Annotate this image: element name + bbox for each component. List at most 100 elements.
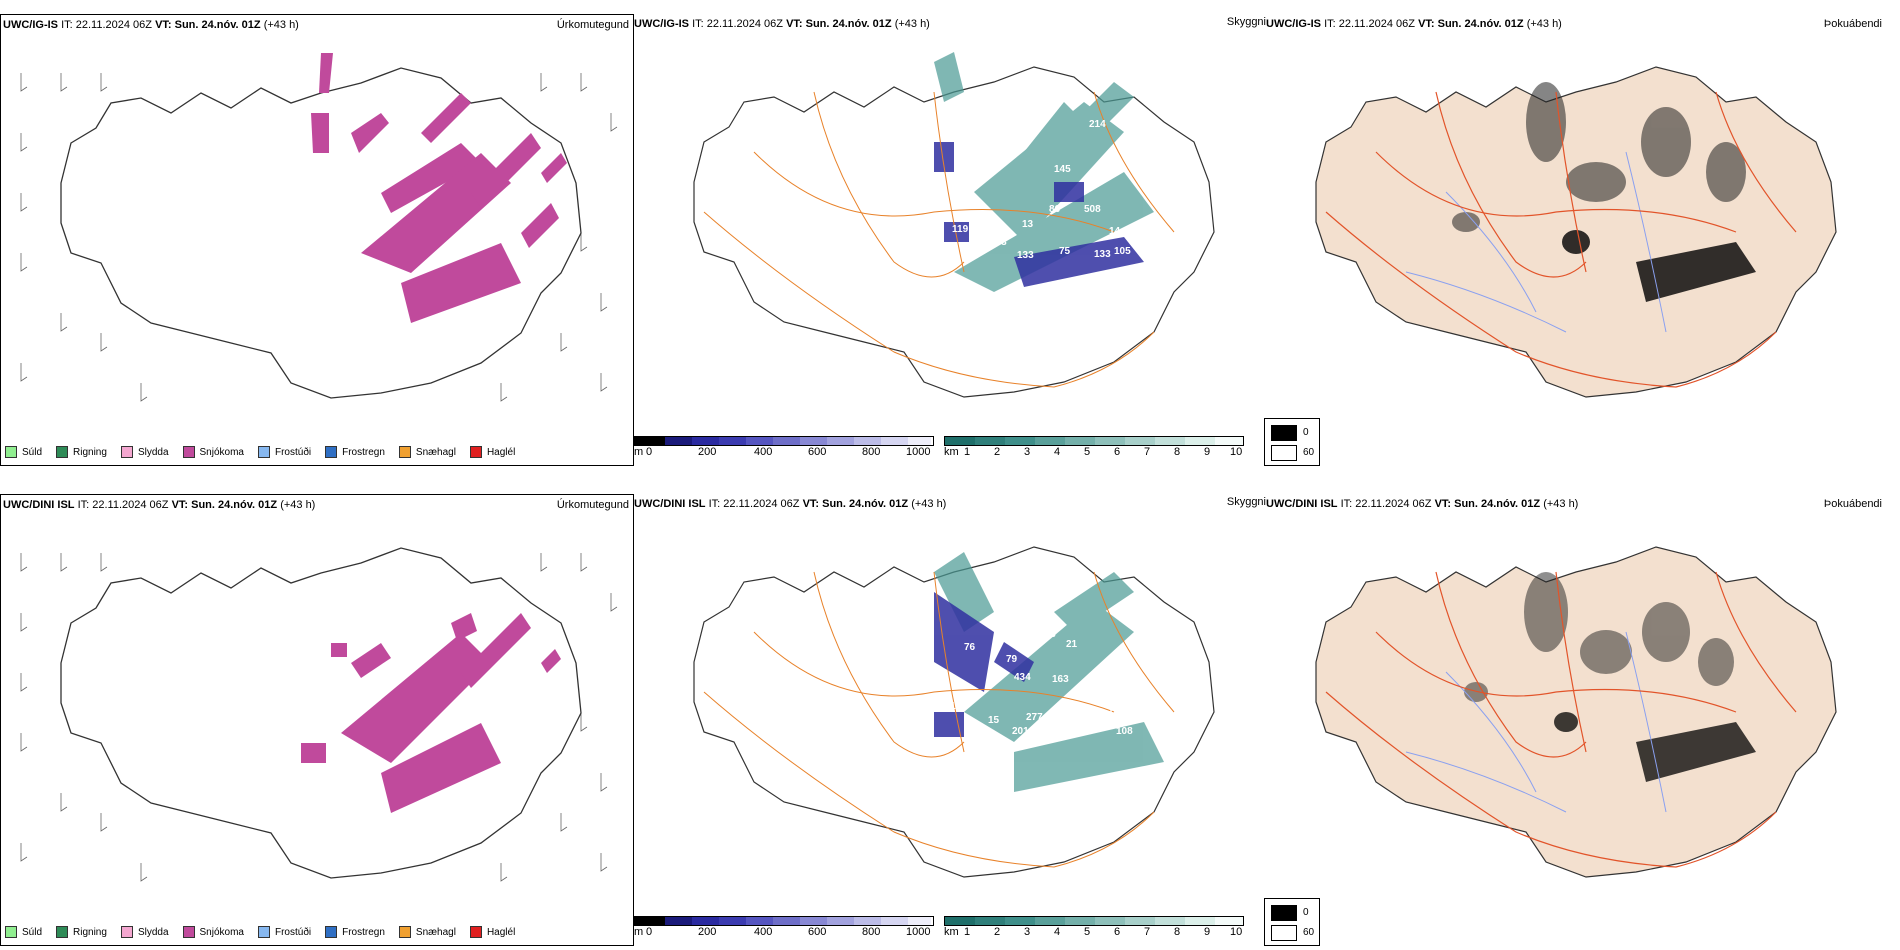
colorbar-bin [827, 917, 854, 925]
legend-label: Snæhagl [415, 446, 456, 458]
fog-shading [1452, 82, 1746, 232]
ceiling-label: 103 [990, 237, 1007, 248]
legend-swatch [182, 926, 195, 938]
it-value: 22.11.2024 06Z [706, 18, 783, 30]
legend-item-haglel: Haglél [469, 926, 515, 938]
teal-visibility-areas [934, 52, 1154, 292]
legend-label: Súld [22, 446, 43, 458]
precip-type-panel-row1: UWC/IG-IS IT: 22.11.2024 06Z VT: Sun. 24… [0, 14, 634, 466]
ceiling-label: 119 [952, 224, 969, 235]
colorbar-bin [719, 917, 746, 925]
colorbar-bin [854, 437, 881, 445]
ceiling-label: 14 [896, 702, 908, 713]
colorbar-bin [975, 437, 1005, 445]
ceiling-label: 135 [1108, 706, 1125, 717]
ceiling-label: 843 [1059, 287, 1076, 298]
legend-label: Frostúði [274, 446, 312, 458]
vt-value: Sun. 24.nóv. 01Z [805, 18, 892, 30]
it-value: 22.11.2024 06Z [1355, 498, 1432, 510]
precip-map [20, 547, 618, 882]
ceiling-label: 75 [1059, 246, 1071, 257]
fog-legend-swatch-0 [1271, 425, 1297, 441]
visibility-colorbar-strip [944, 436, 1244, 446]
ceiling-label: 79 [1006, 654, 1018, 665]
colorbar-tick: 5 [1084, 446, 1091, 458]
colorbar-bin [881, 917, 908, 925]
colorbar-bin [746, 917, 773, 925]
model-name: UWC/DINI ISL [1266, 498, 1338, 510]
lead-time: (+43 h) [894, 18, 930, 30]
it-label: IT: [692, 18, 704, 30]
legend-swatch [398, 446, 411, 458]
colorbar-bin [800, 437, 827, 445]
ceiling-label: 11 [1144, 236, 1155, 247]
panel-header: UWC/DINI ISL IT: 22.11.2024 06Z VT: Sun.… [3, 499, 315, 511]
panel-header: UWC/IG-IS IT: 22.11.2024 06Z VT: Sun. 24… [3, 19, 299, 31]
colorbar-tick: 10 [1230, 446, 1243, 458]
precip-map [20, 53, 618, 402]
panel-title: Úrkomutegund [556, 499, 629, 511]
lead-time: (+43 h) [1526, 18, 1562, 30]
panel-header: UWC/DINI ISL IT: 22.11.2024 06Z VT: Sun.… [1266, 498, 1578, 510]
vt-label: VT: [786, 18, 803, 30]
lead-time: (+43 h) [911, 498, 947, 510]
colorbar-bin [1215, 917, 1243, 925]
colorbar-bin [1005, 917, 1035, 925]
colorbar-bin [1155, 437, 1185, 445]
legend-label: Rigning [73, 446, 107, 458]
colorbar-tick: 4 [1054, 926, 1061, 938]
it-value: 22.11.2024 06Z [92, 499, 169, 511]
colorbar-bin [773, 917, 800, 925]
colorbar-bin [1155, 917, 1185, 925]
colorbar-bin [975, 917, 1005, 925]
fog-legend-label: 60 [1303, 447, 1315, 458]
legend-item-frostudi: Frostúði [257, 926, 311, 938]
colorbar-tick: 800 [862, 446, 881, 458]
legend-swatch [325, 926, 338, 938]
snow-areas [301, 613, 561, 813]
lead-time: (+43 h) [263, 19, 299, 31]
fog-legend-label: 0 [1303, 427, 1309, 438]
ceiling-label: 21 [1066, 639, 1078, 650]
fog-dense [1562, 230, 1756, 302]
panel-title: Skyggni [1226, 496, 1266, 508]
colorbar-tick: 8 [1174, 926, 1181, 938]
colorbar-bin [1035, 437, 1065, 445]
colorbar-tick: 3 [1024, 446, 1031, 458]
vt-value: Sun. 24.nóv. 01Z [1437, 18, 1524, 30]
legend-label: Slydda [137, 926, 169, 938]
ceiling-label: 508 [1084, 204, 1101, 215]
fog-road-network [1325, 571, 1797, 868]
vt-label: VT: [1418, 18, 1435, 30]
ceiling-label: 86 [1049, 204, 1061, 215]
legend-item-rigning: Rigning [56, 446, 107, 458]
it-label: IT: [708, 498, 721, 510]
ceiling-colorbar-strip [634, 916, 934, 926]
colorbar-tick: 600 [808, 926, 827, 938]
legend-swatch [257, 926, 270, 938]
legend-item-snaehagl: Snæhagl [398, 446, 456, 458]
colorbar-bin [665, 917, 692, 925]
ceiling-label: 434 [1014, 672, 1031, 683]
it-label: IT: [1340, 498, 1353, 510]
legend-item-frostregn: Frostregn [325, 446, 385, 458]
ceiling-label: 13 [1022, 219, 1034, 230]
ceiling-label: 108 [1116, 726, 1133, 737]
colorbar-tick: 7 [1144, 446, 1151, 458]
ceiling-label: 14 [1109, 226, 1121, 237]
colorbar-tick: 9 [1204, 926, 1211, 938]
colorbar-tick: 1000 [906, 446, 931, 458]
colorbar-bin [800, 917, 827, 925]
colorbar-bin [908, 917, 931, 925]
model-name: UWC/DINI ISL [3, 499, 75, 511]
it-value: 22.11.2024 06Z [1338, 18, 1415, 30]
colorbar-tick: 800 [862, 926, 881, 938]
colorbar-bin [945, 437, 975, 445]
legend-item-snjokoma: Snjókoma [182, 446, 244, 458]
legend-label: Snjókoma [199, 446, 244, 458]
ceiling-label: 133 [1017, 250, 1034, 261]
legend-swatch [469, 446, 482, 458]
ceiling-label: 76 [964, 642, 976, 653]
colorbar-bin [1125, 917, 1155, 925]
panel-header: UWC/DINI ISL IT: 22.11.2024 06Z VT: Sun.… [634, 498, 946, 510]
